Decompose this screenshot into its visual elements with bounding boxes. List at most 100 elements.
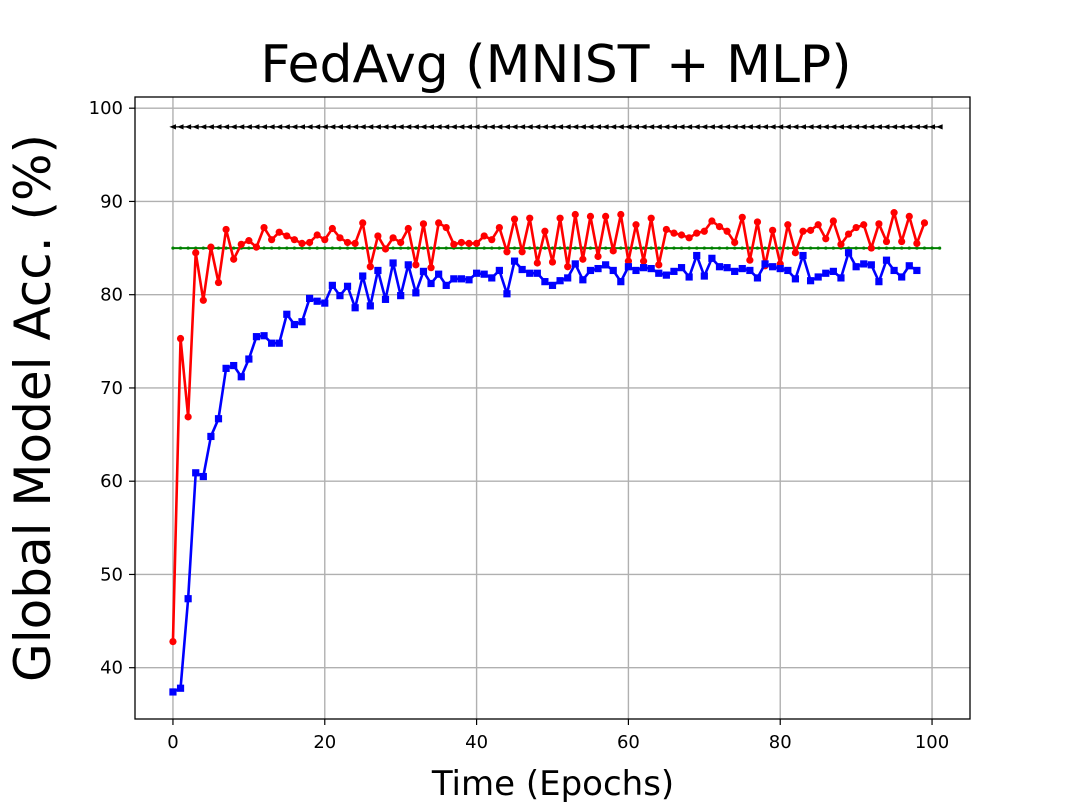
reference-top-point (708, 124, 715, 130)
blue-series-point (746, 266, 754, 275)
red-series-point (905, 212, 913, 220)
red-series-point (472, 239, 481, 248)
reference-top-point (685, 124, 693, 130)
reference-middle-point (429, 246, 433, 250)
red-series-point (450, 240, 458, 248)
blue-series-point (655, 269, 663, 277)
reference-middle-point (657, 246, 661, 250)
reference-middle-point (437, 246, 441, 250)
red-series-point (639, 257, 648, 265)
red-series-point (169, 637, 177, 646)
reference-top-point (192, 124, 199, 130)
blue-series-point (731, 267, 739, 275)
reference-middle-point (353, 246, 357, 250)
reference-middle-point (907, 246, 911, 250)
blue-series-point (905, 262, 913, 270)
red-series-point (366, 263, 374, 271)
reference-middle-point (892, 246, 896, 250)
blue-series-point (548, 281, 557, 289)
reference-middle-point (679, 246, 684, 250)
y-axis-label: Global Model Acc. (%) (4, 134, 62, 682)
reference-top-series (169, 124, 943, 130)
reference-middle-point (695, 246, 699, 250)
red-series-point (784, 221, 792, 229)
chart-title: FedAvg (MNIST + MLP) (260, 35, 851, 95)
red-series-point (913, 239, 921, 248)
blue-series-point (518, 265, 526, 274)
reference-top-point (207, 124, 214, 130)
blue-series-point (571, 260, 579, 268)
red-series-point (214, 278, 223, 287)
reference-top-point (579, 124, 586, 130)
reference-top-point (761, 124, 769, 130)
red-series-point (898, 237, 906, 246)
blue-series-point (404, 261, 412, 269)
red-series-point (435, 219, 443, 227)
reference-middle-point (323, 246, 327, 250)
blue-series-point (328, 281, 336, 289)
reference-middle-point (558, 246, 562, 250)
blue-series-point (708, 254, 716, 262)
blue-series-point (321, 299, 329, 307)
blue-series-point (503, 290, 511, 298)
blue-series-point (290, 320, 299, 329)
red-series-point (632, 221, 640, 229)
red-series-point (647, 214, 655, 222)
reference-top-point (693, 124, 700, 130)
reference-top-point (715, 124, 723, 130)
reference-top-point (290, 124, 298, 130)
red-series-point (548, 258, 557, 266)
blue-series-point (837, 274, 845, 282)
reference-middle-point (687, 246, 691, 250)
reference-top-point (860, 124, 867, 130)
red-series-point (602, 212, 610, 220)
x-axis-label: Time (Epochs) (431, 764, 674, 804)
reference-middle-point (490, 246, 494, 250)
reference-top-point (594, 124, 602, 130)
blue-series-point (693, 251, 701, 260)
reference-middle-point (406, 246, 410, 250)
red-series-point (806, 226, 815, 234)
reference-top-point (275, 124, 283, 130)
red-series-point (685, 234, 693, 242)
blue-series-point (176, 684, 185, 692)
reference-top-point (283, 124, 290, 130)
reference-top-point (898, 124, 905, 130)
blue-series-point (442, 281, 450, 289)
blue-series-point (207, 432, 215, 441)
red-series-point (829, 217, 837, 225)
reference-middle-point (292, 246, 297, 250)
x-tick-label: 20 (313, 732, 336, 753)
reference-middle-point (216, 246, 221, 250)
blue-series-point (480, 270, 488, 278)
red-series-point (275, 228, 283, 236)
reference-top-point (700, 124, 708, 130)
blue-series-point (465, 276, 473, 284)
red-series-point (305, 238, 314, 247)
red-series-point (556, 214, 564, 222)
blue-series-point (564, 274, 572, 282)
red-series-point (184, 413, 192, 421)
red-series-point (624, 257, 633, 265)
x-tick-label: 100 (915, 732, 949, 753)
red-series-point (222, 225, 230, 234)
reference-middle-point (566, 246, 570, 250)
reference-middle-point (771, 246, 775, 250)
x-tick-label: 80 (769, 732, 792, 753)
reference-top-point (457, 124, 465, 130)
reference-middle-point (201, 246, 205, 250)
reference-top-point (343, 124, 351, 130)
red-series-point (480, 232, 488, 240)
red-series-point (890, 209, 898, 217)
reference-middle-point (816, 246, 820, 250)
reference-middle-point (414, 246, 418, 250)
blue-series-point (769, 263, 777, 271)
reference-top-point (867, 124, 875, 130)
reference-middle-point (528, 246, 532, 250)
blue-series-point (753, 274, 762, 282)
reference-middle-point (846, 246, 851, 250)
red-series-point (609, 247, 617, 255)
reference-middle-point (641, 246, 646, 250)
blue-series-point (313, 297, 321, 305)
red-series-point (404, 224, 412, 233)
